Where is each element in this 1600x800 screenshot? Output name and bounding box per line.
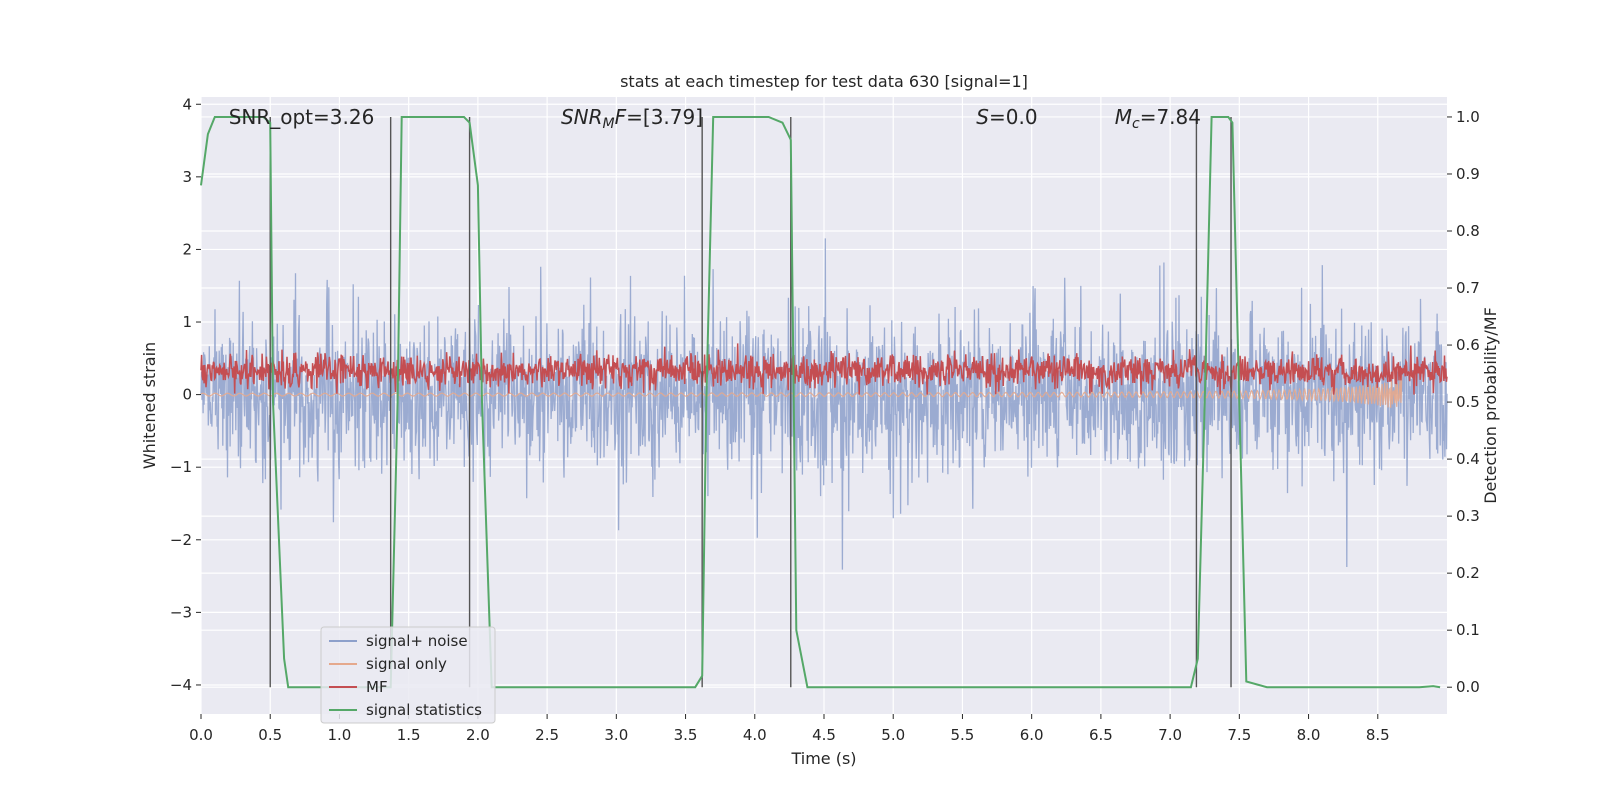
y-tick-label: 0 [182,386,192,404]
x-tick-label: 2.0 [466,726,490,744]
y-tick-label: −3 [170,603,192,621]
x-tick-label: 1.5 [397,726,421,744]
x-tick-label: 3.5 [674,726,698,744]
y2-tick-label: 0.0 [1456,678,1480,696]
y2-tick-label: 1.0 [1456,108,1480,126]
x-tick-label: 7.0 [1158,726,1182,744]
y-tick-label: −2 [170,531,192,549]
legend-label: signal statistics [366,701,482,719]
y2-tick-label: 0.4 [1456,450,1480,468]
legend: signal+ noise signal only MF signal statist… [320,626,496,724]
y2-axis-label: Detection probability/MF [1481,307,1500,504]
annotations: SNR_opt=3.26 SNRMF=[3.79] S=0.0 Mc=7.84 [229,105,1201,132]
x-tick-label: 5.0 [881,726,905,744]
y-tick-label: 2 [182,240,192,258]
x-tick-label: 8.0 [1297,726,1321,744]
y-tick-label: 4 [182,95,192,113]
legend-label: signal only [366,655,447,673]
y-tick-label: −1 [170,458,192,476]
axes-ticks: 0.0 0.5 1.0 1.5 2.0 2.5 3.0 3.5 4.0 4.5 5.0 5.5 6.0 6… [170,95,1480,744]
y2-tick-label: 0.7 [1456,279,1480,297]
y-tick-label: 1 [182,313,192,331]
annotation-text: SNR_opt=3.26 [229,105,375,129]
plot-area [200,97,1448,714]
y2-tick-label: 0.8 [1456,222,1480,240]
x-tick-label: 0.0 [189,726,213,744]
y2-tick-label: 0.6 [1456,336,1480,354]
y2-tick-label: 0.9 [1456,165,1480,183]
y-tick-label: −4 [170,676,192,694]
annotation-text: S=0.0 [976,105,1037,129]
y-axis-label: Whitened strain [140,342,159,469]
y2-tick-label: 0.1 [1456,621,1480,639]
x-axis-label: Time (s) [790,749,856,768]
x-tick-label: 8.5 [1366,726,1390,744]
x-tick-label: 7.5 [1227,726,1251,744]
x-tick-label: 4.5 [812,726,836,744]
annotation-text: Mc=7.84 [1115,105,1201,132]
legend-label: signal+ noise [366,632,468,650]
chart-title: stats at each timestep for test data 630… [620,72,1028,91]
x-tick-label: 3.0 [604,726,628,744]
legend-box [320,626,496,724]
x-tick-label: 1.0 [328,726,352,744]
x-tick-label: 4.0 [743,726,767,744]
legend-label: MF [366,678,388,696]
series-signal-only [200,375,1403,408]
y2-tick-label: 0.5 [1456,393,1480,411]
y2-tick-label: 0.2 [1456,564,1480,582]
x-tick-label: 0.5 [258,726,282,744]
y2-tick-label: 0.3 [1456,507,1480,525]
annotation-text: SNRMF=[3.79] [561,105,703,132]
x-tick-label: 5.5 [951,726,975,744]
x-tick-label: 6.0 [1020,726,1044,744]
y-tick-label: 3 [182,168,192,186]
series-signal-statistics [200,116,1441,689]
x-tick-label: 2.5 [535,726,559,744]
x-tick-label: 6.5 [1089,726,1113,744]
